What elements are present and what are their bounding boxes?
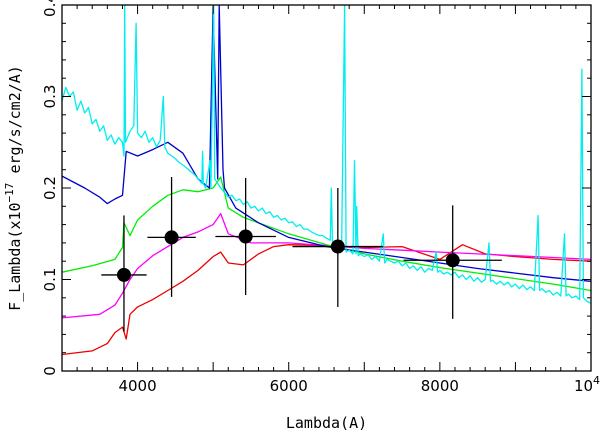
y-axis-title-suffix: erg/s/cm2/A)	[6, 65, 24, 182]
photometry-point-4	[292, 188, 384, 307]
x-tick-label: 6000	[270, 377, 308, 395]
y-tick-label: 0.4	[41, 0, 59, 17]
x-tick-label: 8000	[421, 377, 459, 395]
y-tick-label: 0.2	[41, 176, 59, 200]
spectrum-line-3	[62, 176, 591, 292]
y-tick-label: 0	[41, 366, 59, 376]
y-axis-title-prefix: F_Lambda(x10	[6, 202, 24, 310]
data-point-marker	[164, 230, 179, 245]
y-tick-label: 0.3	[41, 85, 59, 109]
photometry-point-2	[147, 177, 196, 297]
y-axis-title: F_Lambda(x10−17 erg/s/cm2/A)	[3, 65, 24, 311]
x-axis-title: Lambda(A)	[286, 414, 367, 432]
x-tick-label: 4000	[118, 377, 156, 395]
data-point-marker	[330, 239, 345, 254]
data-point-marker	[116, 267, 131, 282]
axis-ticks-group: 4000 6000 8000 104 0 0.1 0.2 0.3 0.4	[41, 0, 600, 395]
photometry-points-group	[101, 177, 502, 332]
x-tick-label-end: 104	[574, 374, 600, 395]
photometry-point-5	[403, 205, 502, 319]
spectrum-line-1	[62, 244, 591, 356]
data-point-marker	[238, 229, 253, 244]
y-axis-title-exponent: −17	[3, 183, 16, 203]
spectrum-line-5	[62, 5, 591, 304]
plot-frame	[61, 4, 592, 372]
data-point-marker	[445, 253, 460, 268]
photometry-point-1	[101, 215, 147, 332]
y-tick-label: 0.1	[41, 268, 59, 292]
spectrum-line-2	[62, 212, 591, 319]
photometry-point-3	[215, 177, 276, 296]
spectrum-series-group	[62, 5, 591, 356]
spectrum-line-4	[62, 5, 591, 282]
